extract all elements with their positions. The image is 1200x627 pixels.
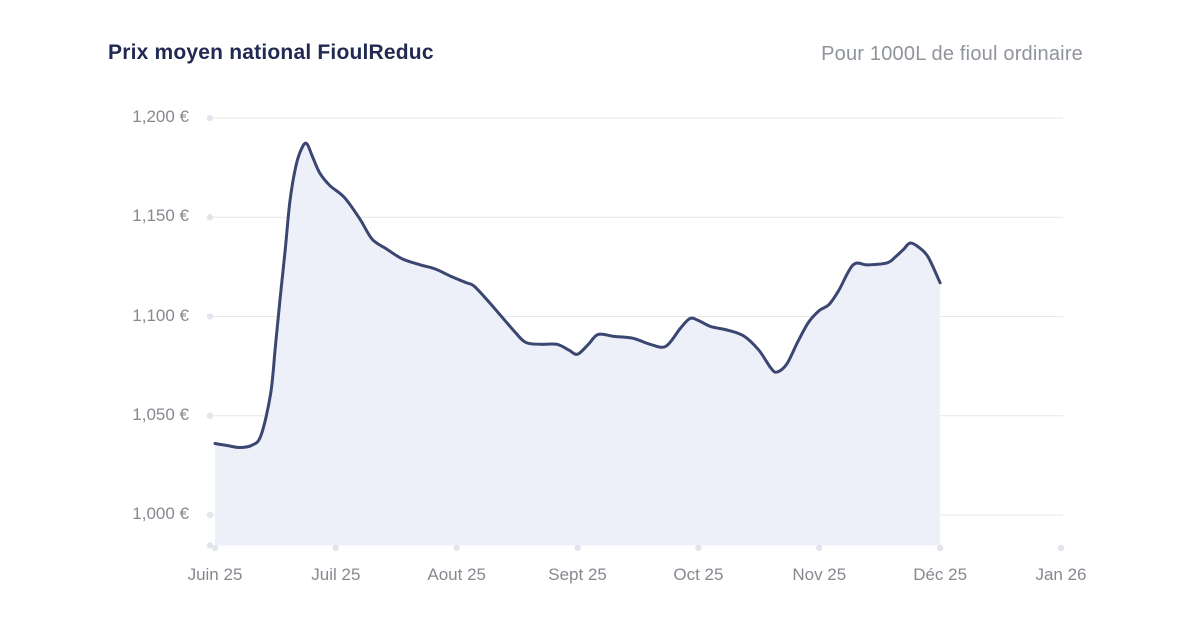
x-axis-label: Oct 25 [673,565,724,584]
axis-tick-dots [206,114,1065,552]
y-tick-dot [206,214,214,221]
chart-title: Prix moyen national FioulReduc [108,41,434,64]
y-axis-label: 1,100 € [132,305,189,325]
x-axis-label: Sept 25 [548,565,607,584]
x-tick-dot [936,544,944,552]
x-axis-label: Juil 25 [311,565,361,584]
price-area-fill [215,143,941,546]
x-tick-dot [453,544,460,552]
x-axis-label: Aout 25 [427,565,486,584]
y-axis-label: 1,050 € [132,404,189,424]
y-tick-dot [206,313,214,320]
y-tick-dot [206,542,214,549]
x-tick-dot [574,544,581,552]
y-tick-dot [206,412,214,419]
x-tick-dot [332,544,340,552]
x-axis-label: Juin 25 [187,565,243,584]
x-axis-label: Nov 25 [792,565,847,584]
x-tick-dot [816,544,823,552]
y-axis-label: 1,000 € [132,504,189,523]
chart-subtitle: Pour 1000L de fioul ordinaire [821,43,1083,65]
x-axis-label: Jan 26 [1035,565,1087,584]
x-tick-dot [695,544,702,552]
x-axis-label: Déc 25 [913,565,968,584]
y-axis-label: 1,200 € [132,107,189,126]
price-line [213,141,942,449]
y-tick-dot [206,114,214,122]
y-axis-label: 1,150 € [132,206,189,226]
x-tick-dot [211,544,219,552]
y-tick-dot [206,511,214,519]
x-tick-dot [1057,544,1065,552]
